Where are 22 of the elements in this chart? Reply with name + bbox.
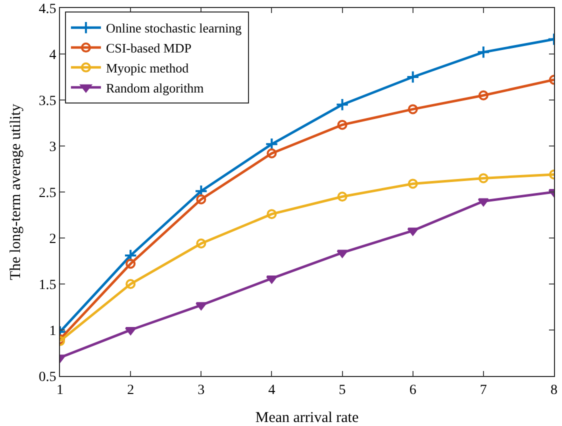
y-tick-label: 4 bbox=[49, 48, 56, 63]
x-tick-label: 2 bbox=[127, 382, 134, 398]
y-tick-label: 1 bbox=[49, 324, 56, 339]
y-tick-label: 0.5 bbox=[38, 370, 56, 385]
x-tick-label: 4 bbox=[268, 382, 276, 398]
legend-label: Random algorithm bbox=[106, 80, 204, 96]
y-tick-label: 3 bbox=[49, 140, 56, 155]
legend-label: CSI-based MDP bbox=[106, 40, 192, 56]
x-tick-label: 8 bbox=[550, 382, 558, 398]
y-tick-label: 2 bbox=[49, 232, 56, 247]
x-tick-label: 5 bbox=[338, 382, 346, 398]
legend-label: Myopic method bbox=[106, 60, 190, 76]
y-tick-label: 1.5 bbox=[38, 278, 56, 293]
x-tick-label: 7 bbox=[480, 382, 487, 398]
x-tick-label: 6 bbox=[409, 382, 416, 398]
y-tick-label: 4.5 bbox=[38, 2, 56, 17]
y-tick-label: 3.5 bbox=[38, 94, 56, 109]
x-axis-title: Mean arrival rate bbox=[255, 410, 359, 426]
y-axis-title: The long-term average utility bbox=[8, 103, 24, 280]
legend-label: Online stochastic learning bbox=[106, 20, 242, 36]
y-tick-label: 2.5 bbox=[38, 186, 56, 201]
x-tick-label: 3 bbox=[198, 382, 205, 398]
